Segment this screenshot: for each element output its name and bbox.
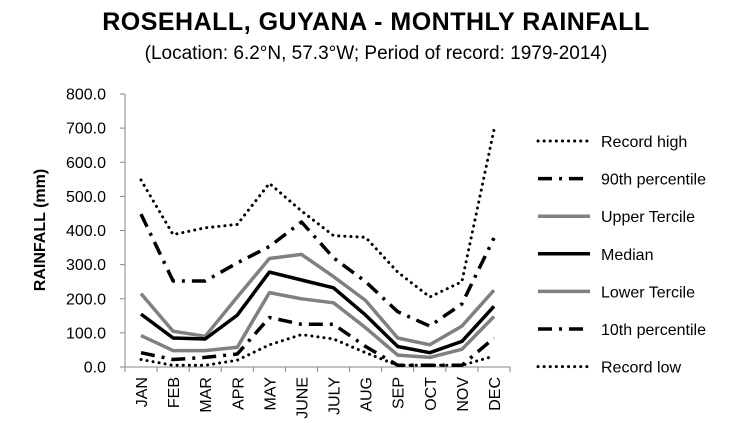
chart-subtitle: (Location: 6.2°N, 57.3°W; Period of reco… <box>145 43 608 64</box>
y-tick-label: 400.0 <box>66 223 106 240</box>
x-tick-label: AUG <box>359 377 376 412</box>
series-line-upper-tercile <box>139 252 496 347</box>
x-tick-label: MAY <box>262 377 279 411</box>
x-tick-label: FEB <box>166 377 183 408</box>
y-tick-label: 200.0 <box>66 291 106 308</box>
legend-label-median: Median <box>601 247 653 264</box>
y-tick-label: 500.0 <box>66 189 106 206</box>
series-line-10th-percentile <box>140 315 496 368</box>
y-tick-label: 100.0 <box>66 325 106 342</box>
series-line-record-high <box>139 128 496 299</box>
legend-label-10th-percentile: 10th percentile <box>601 322 706 339</box>
x-tick-label: JULY <box>327 377 344 415</box>
series-line-lower-tercile <box>140 290 496 360</box>
x-tick-label: JUNE <box>294 377 311 419</box>
legend-label-lower-tercile: Lower Tercile <box>601 284 695 301</box>
y-tick-label: 0.0 <box>84 360 106 377</box>
legend-label-90th-percentile: 90th percentile <box>601 172 706 189</box>
series-line-record-low <box>139 333 496 367</box>
x-tick-label: DEC <box>487 377 504 411</box>
legend-label-record-high: Record high <box>601 134 687 151</box>
legend-label-record-low: Record low <box>601 360 681 377</box>
y-tick-label: 300.0 <box>66 257 106 274</box>
series-line-90th-percentile <box>139 213 496 328</box>
plot-area <box>139 128 496 368</box>
x-tick-label: MAR <box>198 377 215 413</box>
chart-title: ROSEHALL, GUYANA - MONTHLY RAINFALL <box>102 8 650 36</box>
legend-label-upper-tercile: Upper Tercile <box>601 209 695 226</box>
y-tick-label: 700.0 <box>66 121 106 138</box>
x-tick-label: OCT <box>423 377 440 411</box>
y-axis-label: RAINFALL (mm) <box>32 169 49 291</box>
series-line-median <box>139 270 496 355</box>
legend: Record high 90th percentile Upper Tercile M… <box>536 134 706 377</box>
y-tick-label: 800.0 <box>66 87 106 104</box>
y-tick-label: 600.0 <box>66 155 106 172</box>
axes: 0.0 100.0 200.0 300.0 400.0 500.0 600.0 700.0 80… <box>66 87 511 419</box>
x-tick-label: NOV <box>455 377 472 412</box>
x-tick-label: SEP <box>391 377 408 409</box>
x-tick-label: APR <box>230 377 247 410</box>
x-tick-label: JAN <box>134 377 151 407</box>
